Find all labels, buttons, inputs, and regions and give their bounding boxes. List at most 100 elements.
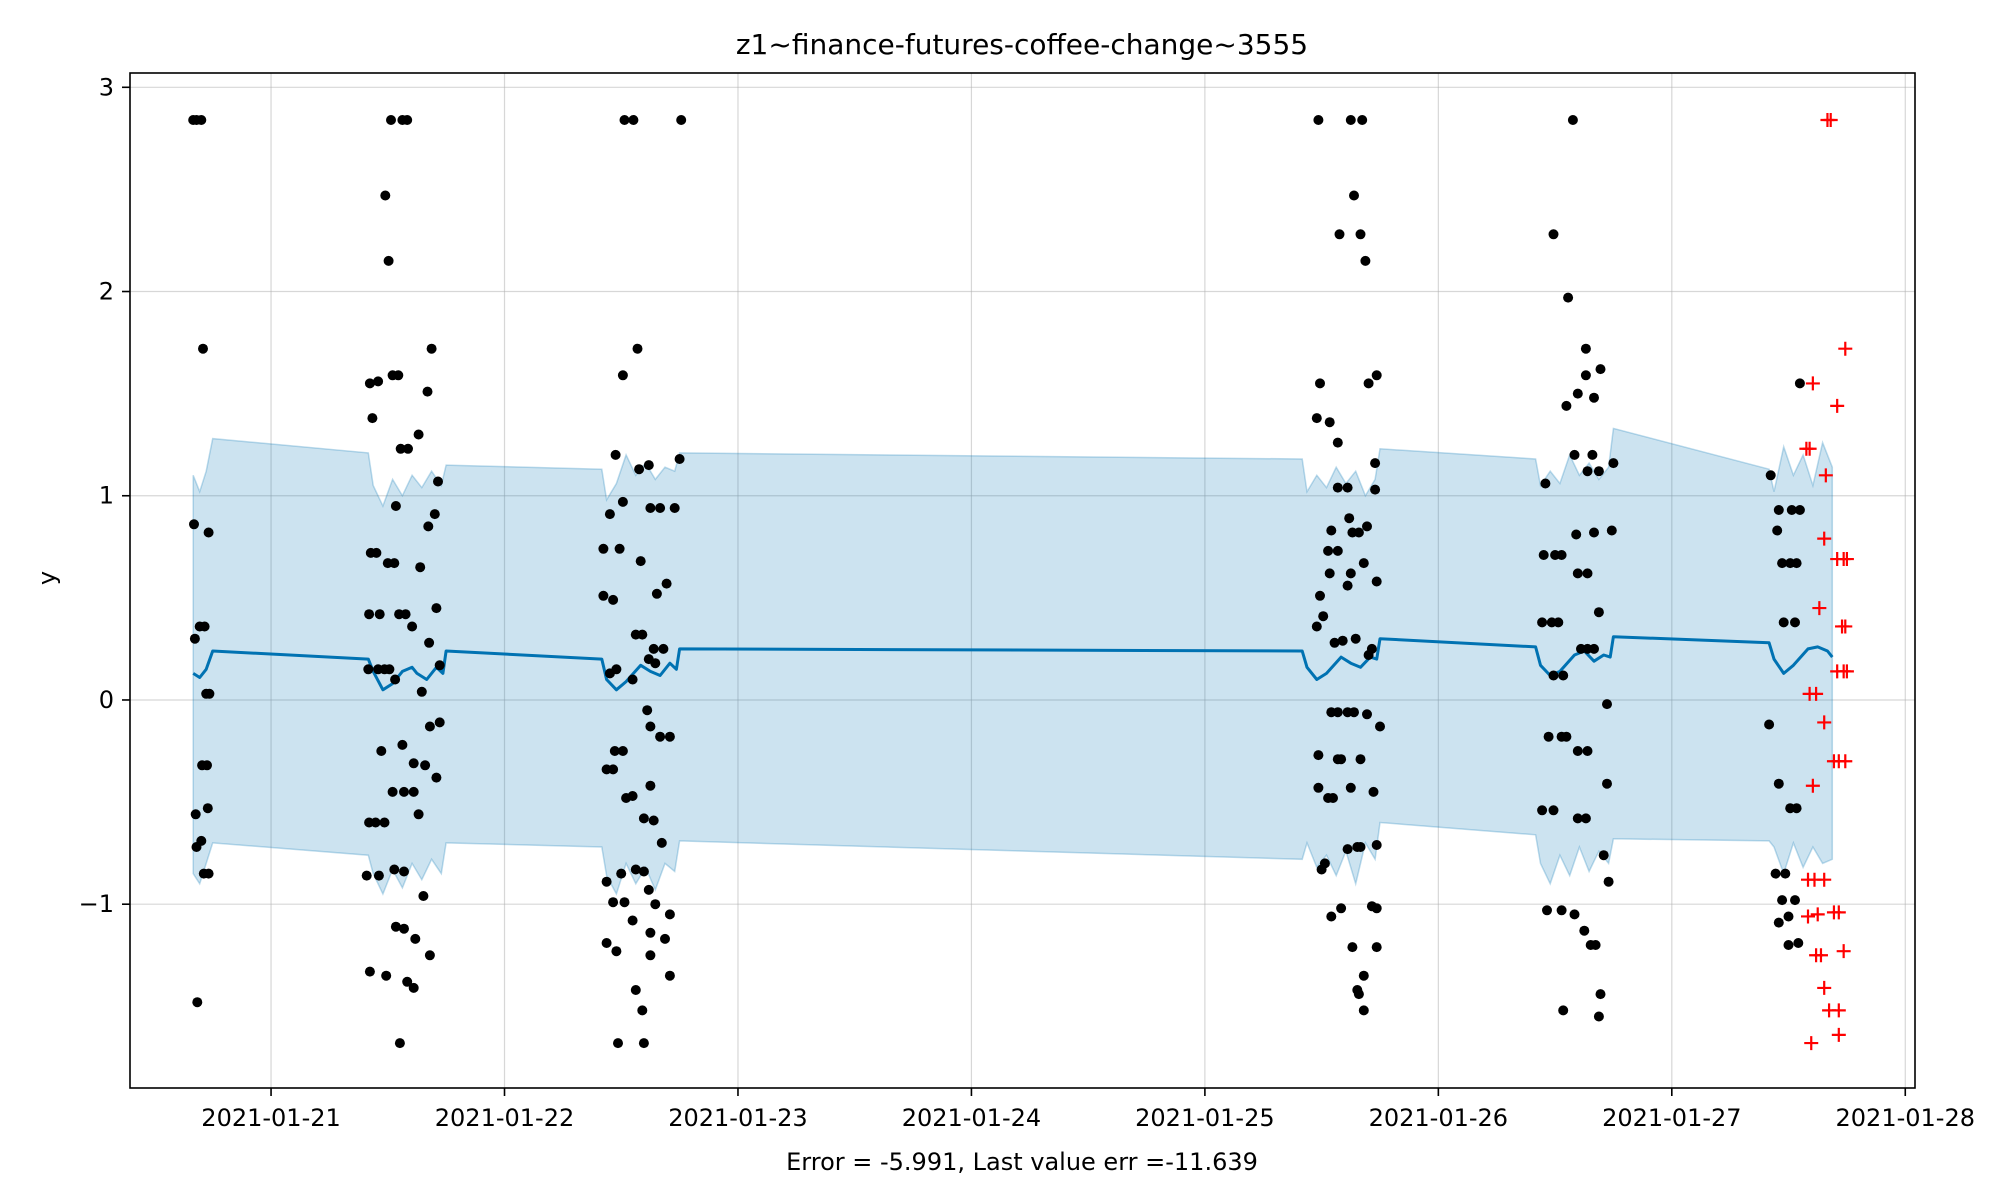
observed-point: [630, 864, 641, 875]
x-tick-label: 2021-01-22: [435, 1104, 574, 1132]
observed-point: [390, 674, 401, 685]
observed-point: [387, 786, 398, 797]
observed-point: [1358, 970, 1369, 981]
observed-point: [390, 921, 401, 932]
observed-point: [1347, 942, 1358, 953]
observed-point: [1572, 813, 1583, 824]
observed-point: [655, 731, 666, 742]
observed-point: [1313, 115, 1324, 125]
observed-point: [1336, 754, 1347, 765]
observed-point: [386, 115, 396, 125]
observed-point: [429, 509, 440, 520]
observed-point: [431, 772, 442, 783]
x-tick-label: 2021-01-24: [902, 1104, 1041, 1132]
observed-point: [1363, 378, 1374, 389]
observed-point: [1561, 731, 1572, 742]
x-axis-ticks: 2021-01-21 2021-01-22 2021-01-23 2021-01-24…: [201, 1088, 1975, 1132]
x-tick-label: 2021-01-26: [1369, 1104, 1508, 1132]
observed-point: [1556, 905, 1567, 916]
observed-point: [1773, 505, 1784, 515]
observed-point: [637, 1005, 648, 1016]
observed-point: [601, 876, 612, 887]
y-tick-label: 1: [99, 482, 114, 510]
observed-point: [613, 1038, 623, 1049]
observed-point: [658, 643, 669, 654]
x-tick-label: 2021-01-21: [201, 1104, 340, 1132]
observed-point: [402, 976, 413, 987]
observed-point: [1582, 568, 1593, 579]
observed-point: [204, 688, 215, 699]
test-point: [1836, 944, 1851, 959]
observed-point: [394, 1038, 405, 1049]
observed-point: [191, 842, 202, 852]
test-point: [1830, 398, 1845, 413]
observed-point: [643, 884, 654, 895]
observed-point: [1342, 844, 1353, 855]
test-point: [1831, 1003, 1846, 1018]
observed-point: [1603, 876, 1614, 887]
observed-point: [380, 190, 391, 201]
observed-point: [608, 897, 619, 908]
observed-point: [1355, 754, 1366, 765]
plot-frame: [129, 72, 1916, 1089]
observed-point: [1337, 635, 1348, 646]
observed-point: [1580, 370, 1591, 381]
x-tick-label: 2021-01-23: [668, 1104, 807, 1132]
observed-point: [434, 717, 445, 728]
observed-point: [637, 629, 648, 640]
test-point: [1817, 980, 1832, 995]
observed-point: [642, 705, 653, 716]
x-tick-label: 2021-01-27: [1602, 1104, 1741, 1132]
observed-point: [1777, 558, 1788, 569]
observed-point: [1542, 905, 1552, 916]
observed-point: [598, 590, 609, 601]
observed-point: [1315, 590, 1325, 601]
observed-point: [1344, 513, 1355, 524]
observed-point: [415, 562, 426, 573]
observed-point: [1580, 813, 1591, 824]
observed-point: [413, 809, 424, 820]
x-tick-label: 2021-01-25: [1135, 1104, 1274, 1132]
observed-point: [660, 933, 670, 944]
observed-point: [635, 556, 646, 567]
observed-point: [611, 664, 622, 675]
observed-point: [434, 660, 445, 671]
observed-point: [203, 527, 214, 538]
observed-point: [1332, 707, 1343, 718]
observed-point: [1558, 1005, 1569, 1016]
chart-title: z1~finance-futures-coffee-change~3555: [736, 28, 1308, 61]
observed-point: [1368, 786, 1379, 797]
observed-point: [1589, 527, 1599, 538]
observed-point: [634, 464, 645, 475]
observed-point: [1371, 370, 1382, 381]
test-point: [1817, 715, 1832, 730]
observed-point: [196, 115, 207, 125]
observed-point: [1311, 621, 1322, 632]
observed-point: [408, 758, 419, 769]
observed-point: [610, 449, 621, 460]
observed-point: [1311, 413, 1322, 424]
observed-point: [402, 115, 413, 125]
observed-point: [1537, 617, 1548, 628]
observed-point: [1336, 903, 1347, 914]
test-point: [1809, 686, 1824, 701]
observed-point: [1783, 940, 1794, 950]
observed-point: [1579, 925, 1590, 936]
observed-point: [400, 609, 411, 620]
observed-point: [614, 543, 625, 554]
observed-point: [1772, 525, 1783, 536]
test-point: [1838, 754, 1853, 769]
y-tick-label: 0: [99, 686, 114, 714]
test-point: [1831, 1027, 1846, 1042]
observed-point: [1345, 115, 1356, 125]
observed-point: [418, 891, 429, 901]
observed-point: [413, 429, 424, 440]
observed-point: [1793, 938, 1804, 948]
observed-point: [393, 370, 404, 381]
observed-point: [373, 376, 384, 387]
observed-point: [1537, 805, 1548, 816]
observed-point: [389, 558, 400, 569]
observed-point: [1362, 709, 1372, 720]
observed-point: [1556, 550, 1567, 560]
observed-point: [1371, 903, 1382, 914]
